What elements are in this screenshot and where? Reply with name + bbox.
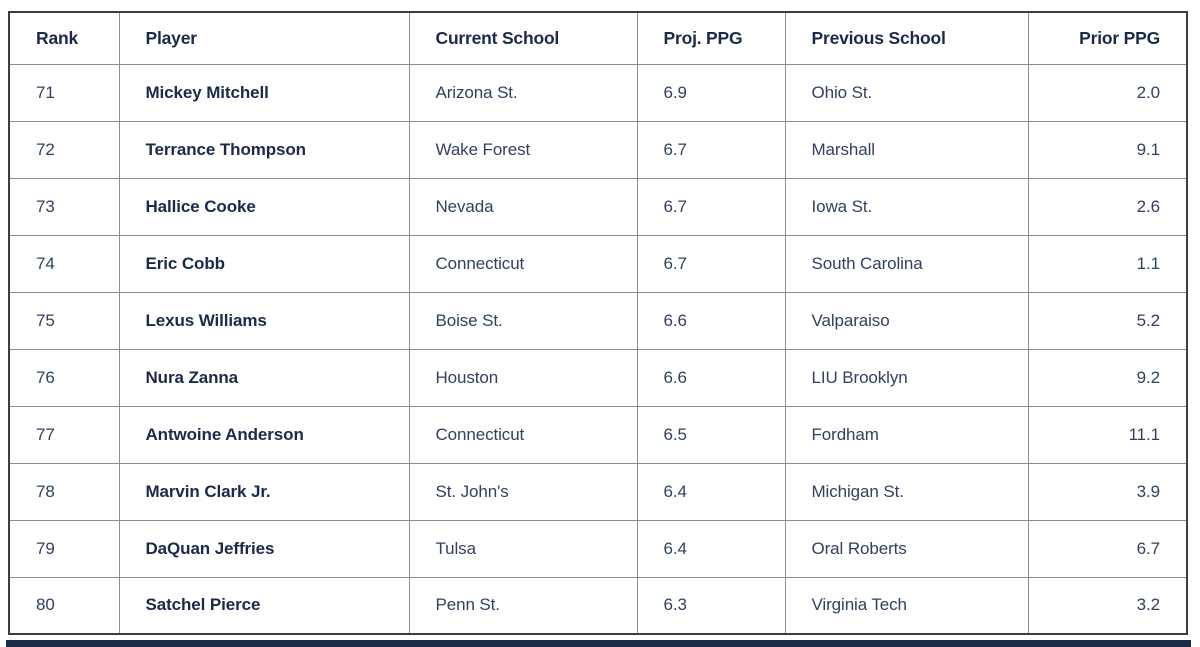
table-row: 80 Satchel Pierce Penn St. 6.3 Virginia Tech…: [8, 576, 1188, 635]
cell-rank: 77: [8, 405, 120, 464]
cell-player: Mickey Mitchell: [118, 63, 410, 122]
cell-current-school: Boise St.: [408, 291, 638, 350]
table-row: 78 Marvin Clark Jr. St. John's 6.4 Michigan …: [8, 462, 1188, 521]
cell-prior-ppg: 3.9: [1027, 462, 1188, 521]
cell-player: Marvin Clark Jr.: [118, 462, 410, 521]
cell-current-school: Connecticut: [408, 405, 638, 464]
cell-rank: 76: [8, 348, 120, 407]
cell-previous-school: Marshall: [784, 120, 1029, 179]
cell-proj-ppg: 6.9: [636, 63, 786, 122]
cell-prior-ppg: 3.2: [1027, 576, 1188, 635]
table-row: 77 Antwoine Anderson Connecticut 6.5 Fordham…: [8, 405, 1188, 464]
column-header-prior-ppg: Prior PPG: [1027, 11, 1188, 65]
cell-player: Lexus Williams: [118, 291, 410, 350]
cell-current-school: Nevada: [408, 177, 638, 236]
next-section-header-edge: [6, 640, 1191, 647]
cell-rank: 78: [8, 462, 120, 521]
cell-previous-school: Michigan St.: [784, 462, 1029, 521]
cell-rank: 80: [8, 576, 120, 635]
cell-rank: 73: [8, 177, 120, 236]
cell-rank: 75: [8, 291, 120, 350]
cell-previous-school: Ohio St.: [784, 63, 1029, 122]
cell-current-school: Arizona St.: [408, 63, 638, 122]
table-row: 79 DaQuan Jeffries Tulsa 6.4 Oral Roberts 6.7: [8, 519, 1188, 578]
column-header-proj-ppg: Proj. PPG: [636, 11, 786, 65]
player-rankings-table: Rank Player Current School Proj. PPG Pre…: [8, 11, 1188, 635]
table-row: 75 Lexus Williams Boise St. 6.6 Valparaiso 5.…: [8, 291, 1188, 350]
cell-proj-ppg: 6.4: [636, 462, 786, 521]
cell-player: Terrance Thompson: [118, 120, 410, 179]
cell-proj-ppg: 6.6: [636, 348, 786, 407]
cell-rank: 74: [8, 234, 120, 293]
table-row: 73 Hallice Cooke Nevada 6.7 Iowa St. 2.6: [8, 177, 1188, 236]
cell-current-school: Penn St.: [408, 576, 638, 635]
cell-rank: 72: [8, 120, 120, 179]
cell-proj-ppg: 6.7: [636, 120, 786, 179]
cell-proj-ppg: 6.4: [636, 519, 786, 578]
cell-previous-school: Virginia Tech: [784, 576, 1029, 635]
cell-current-school: Wake Forest: [408, 120, 638, 179]
cell-previous-school: South Carolina: [784, 234, 1029, 293]
cell-previous-school: Valparaiso: [784, 291, 1029, 350]
column-header-previous-school: Previous School: [784, 11, 1029, 65]
cell-rank: 71: [8, 63, 120, 122]
cell-proj-ppg: 6.3: [636, 576, 786, 635]
cell-player: Nura Zanna: [118, 348, 410, 407]
cell-prior-ppg: 2.6: [1027, 177, 1188, 236]
cell-prior-ppg: 6.7: [1027, 519, 1188, 578]
table-header-row: Rank Player Current School Proj. PPG Pre…: [8, 11, 1188, 65]
column-header-rank: Rank: [8, 11, 120, 65]
column-header-current-school: Current School: [408, 11, 638, 65]
cell-player: Satchel Pierce: [118, 576, 410, 635]
cell-current-school: Tulsa: [408, 519, 638, 578]
cell-current-school: Connecticut: [408, 234, 638, 293]
cell-proj-ppg: 6.7: [636, 177, 786, 236]
cell-player: Eric Cobb: [118, 234, 410, 293]
cell-prior-ppg: 2.0: [1027, 63, 1188, 122]
cell-prior-ppg: 1.1: [1027, 234, 1188, 293]
table-body: 71 Mickey Mitchell Arizona St. 6.9 Ohio St. 2…: [8, 63, 1188, 635]
table-row: 76 Nura Zanna Houston 6.6 LIU Brooklyn 9.2: [8, 348, 1188, 407]
table-row: 72 Terrance Thompson Wake Forest 6.7 Marshal…: [8, 120, 1188, 179]
cell-rank: 79: [8, 519, 120, 578]
cell-previous-school: Fordham: [784, 405, 1029, 464]
cell-previous-school: LIU Brooklyn: [784, 348, 1029, 407]
cell-prior-ppg: 9.2: [1027, 348, 1188, 407]
cell-current-school: Houston: [408, 348, 638, 407]
cell-proj-ppg: 6.7: [636, 234, 786, 293]
cell-prior-ppg: 11.1: [1027, 405, 1188, 464]
table-row: 71 Mickey Mitchell Arizona St. 6.9 Ohio St. 2…: [8, 63, 1188, 122]
cell-player: Hallice Cooke: [118, 177, 410, 236]
cell-prior-ppg: 5.2: [1027, 291, 1188, 350]
cell-player: Antwoine Anderson: [118, 405, 410, 464]
cell-proj-ppg: 6.5: [636, 405, 786, 464]
cell-player: DaQuan Jeffries: [118, 519, 410, 578]
cell-current-school: St. John's: [408, 462, 638, 521]
cell-previous-school: Iowa St.: [784, 177, 1029, 236]
table-row: 74 Eric Cobb Connecticut 6.7 South Carolina 1…: [8, 234, 1188, 293]
cell-proj-ppg: 6.6: [636, 291, 786, 350]
cell-prior-ppg: 9.1: [1027, 120, 1188, 179]
cell-previous-school: Oral Roberts: [784, 519, 1029, 578]
column-header-player: Player: [118, 11, 410, 65]
